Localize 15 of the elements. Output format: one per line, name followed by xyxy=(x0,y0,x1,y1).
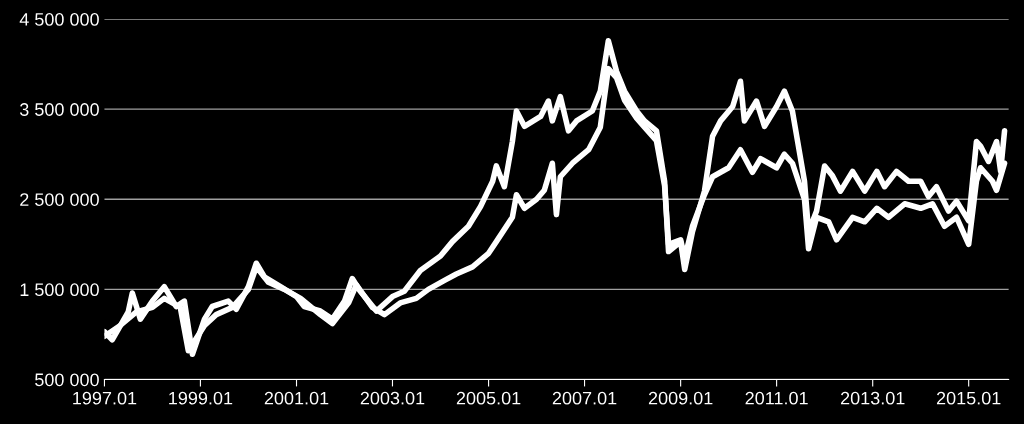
x-tick-label: 2009.01 xyxy=(648,391,713,405)
x-tick-label: 2001.01 xyxy=(264,391,329,405)
x-tick-label: 2007.01 xyxy=(552,391,617,405)
y-tick-label: 500 000 xyxy=(35,373,99,387)
y-tick-label: 1 500 000 xyxy=(20,283,99,297)
x-tick-label: 2013.01 xyxy=(840,391,905,405)
x-tick-label: 1999.01 xyxy=(169,391,233,405)
x-tick-label: 2015.01 xyxy=(936,391,1001,405)
x-tick-label: 2011.01 xyxy=(745,391,808,405)
y-tick-label: 4 500 000 xyxy=(19,13,99,26)
x-tick-label: 2003.01 xyxy=(360,391,425,405)
x-tick-label: 2005.01 xyxy=(456,391,521,405)
y-tick-label: 2 500 000 xyxy=(20,193,99,206)
x-tick-label: 1997.01 xyxy=(73,391,137,405)
y-tick-label: 3 500 000 xyxy=(19,103,99,116)
